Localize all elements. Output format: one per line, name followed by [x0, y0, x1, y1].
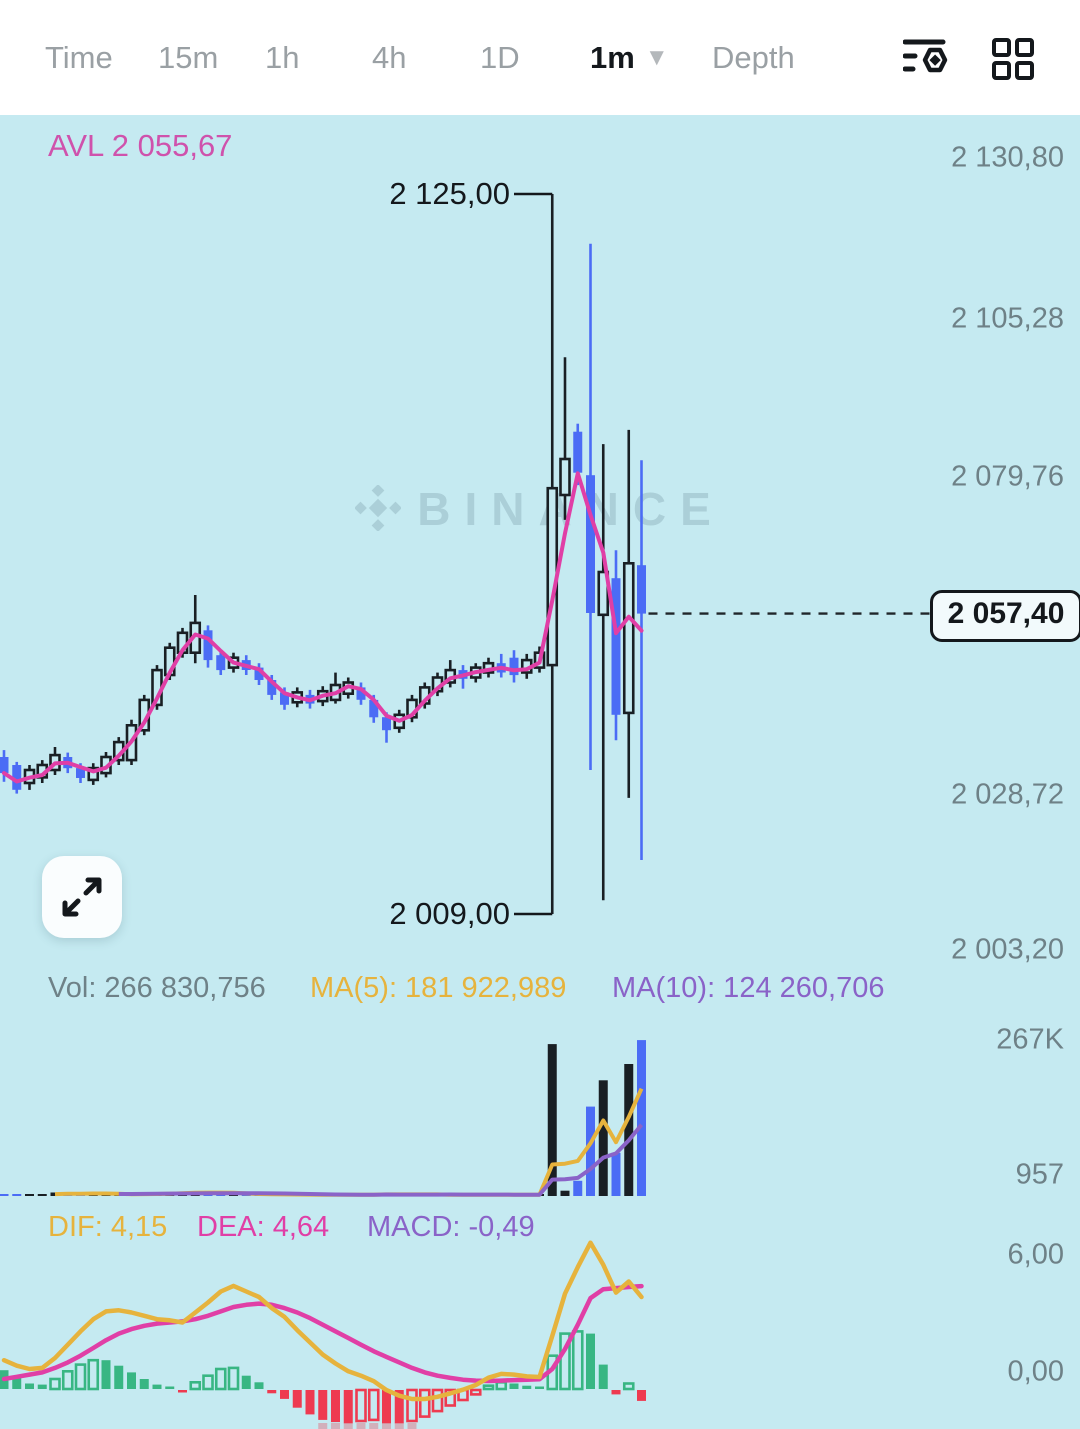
axis-label: 2 079,76: [951, 460, 1064, 493]
volume-ma10-label[interactable]: MA(10): 124 260,706: [612, 972, 885, 1004]
watermark-text: BINANCE: [417, 483, 725, 535]
axis-label: 2 028,72: [951, 778, 1064, 811]
chevron-down-icon: ▼: [644, 44, 669, 71]
binance-watermark: BINANCE: [0, 482, 1080, 542]
high-price-annotation: 2 125,00: [389, 176, 510, 211]
tab-4h[interactable]: 4h: [372, 40, 407, 75]
avl-indicator-label: AVL 2 055,67: [48, 128, 233, 163]
layout-grid-icon[interactable]: [992, 38, 1034, 85]
tab-time[interactable]: Time: [45, 40, 113, 75]
binance-logo-icon: [354, 484, 403, 542]
axis-label: 6,00: [1007, 1238, 1064, 1271]
last-price-badge: 2 057,40: [930, 589, 1080, 642]
axis-label: 957: [1015, 1158, 1064, 1191]
volume-label: Vol: 266 830,756: [48, 972, 266, 1004]
indicator-settings-icon[interactable]: [902, 38, 949, 85]
axis-label: 2 003,20: [951, 933, 1064, 966]
low-price-annotation: 2 009,00: [389, 896, 510, 931]
tab-1d[interactable]: 1D: [480, 40, 520, 75]
axis-label: 2 130,80: [951, 141, 1064, 174]
macd-dif-label[interactable]: DIF: 4,15: [48, 1211, 168, 1243]
tab-1h[interactable]: 1h: [265, 40, 300, 75]
fullscreen-expand-button[interactable]: [42, 856, 122, 938]
tab-15m[interactable]: 15m: [158, 40, 219, 75]
axis-label: 0,00: [1007, 1355, 1064, 1388]
axis-label: 267K: [996, 1023, 1064, 1056]
toolbar: Time 15m 1h 4h 1D 1m ▼ Depth: [0, 0, 1080, 115]
volume-ma5-label[interactable]: MA(5): 181 922,989: [310, 972, 567, 1004]
macd-dea-label[interactable]: DEA: 4,64: [197, 1211, 330, 1243]
interval-dropdown[interactable]: 1m ▼: [590, 0, 669, 115]
macd-value-label[interactable]: MACD: -0,49: [367, 1211, 535, 1243]
selected-interval-label: 1m: [590, 40, 635, 75]
axis-label: 2 105,28: [951, 302, 1064, 335]
expand-arrows-icon: [62, 877, 102, 917]
tab-depth[interactable]: Depth: [712, 40, 795, 75]
